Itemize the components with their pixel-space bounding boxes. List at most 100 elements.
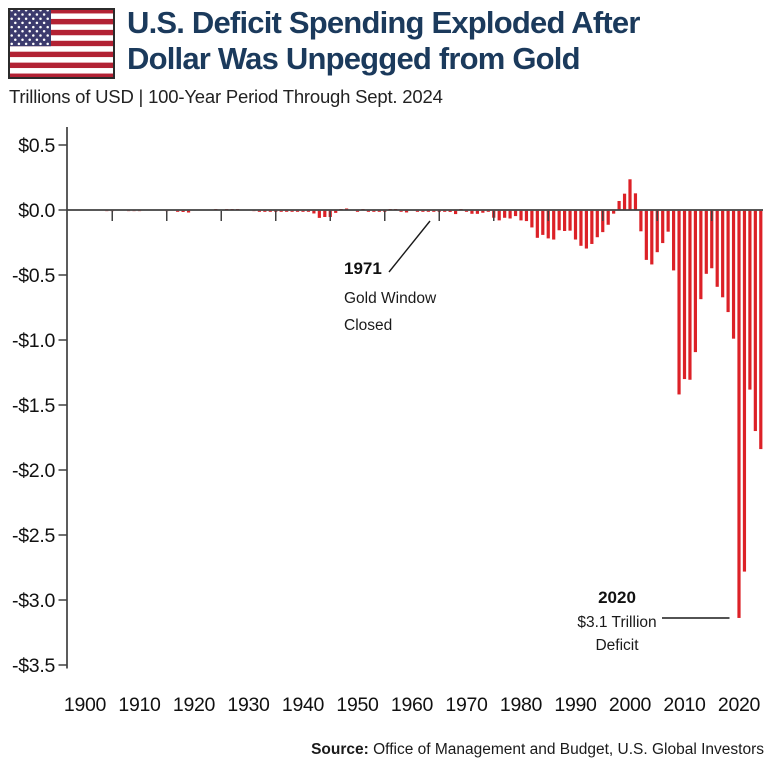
flag-stripe: [8, 51, 115, 58]
flag-star: [42, 13, 46, 16]
deficit-bar: [672, 210, 676, 271]
deficit-bar: [682, 210, 687, 380]
flag-star: [24, 25, 28, 29]
chart-title-line-2: Dollar Was Unpegged from Gold: [127, 41, 581, 76]
deficit-bar: [541, 210, 545, 235]
x-tick-label: 1900: [64, 694, 107, 716]
flag-star: [35, 13, 39, 16]
y-tick-label: -$1.0: [12, 330, 55, 352]
deficit-bar: [404, 210, 409, 213]
flag-stripe: [8, 57, 115, 63]
annotation-2020-deficit: 2020 $3.1 Trillion Deficit: [549, 587, 685, 657]
deficit-bar: [301, 210, 305, 212]
flag-star: [28, 21, 31, 25]
flag-star: [39, 34, 42, 37]
flag-star: [32, 17, 35, 20]
x-tick-label: 2020: [718, 694, 761, 716]
deficit-bar: [470, 210, 474, 214]
deficit-bar: [748, 210, 752, 390]
deficit-bar: [737, 210, 741, 618]
deficit-bar: [508, 210, 512, 219]
x-tick-label: 1910: [118, 694, 161, 716]
deficit-bar: [503, 210, 507, 218]
deficit-bar: [666, 210, 670, 232]
deficit-bar: [699, 210, 703, 300]
chart-title-line-1: U.S. Deficit Spending Exploded After: [127, 5, 640, 40]
deficit-bar: [710, 210, 714, 269]
deficit-bar: [584, 210, 588, 249]
deficit-bar: [323, 210, 327, 217]
y-tick-label: -$2.5: [12, 525, 55, 547]
deficit-bar: [639, 210, 643, 232]
deficit-bar: [573, 210, 578, 240]
flag-star: [10, 25, 13, 29]
deficit-bar: [513, 210, 518, 217]
deficit-bar: [497, 210, 501, 221]
y-tick-label: -$3.0: [12, 590, 55, 612]
x-tick-label: 1990: [554, 694, 597, 716]
deficit-bar: [306, 210, 311, 212]
flag-stripe: [8, 73, 115, 79]
deficit-bar: [579, 210, 583, 246]
flag-star: [14, 38, 17, 41]
deficit-bar: [622, 193, 627, 210]
deficit-bar: [655, 210, 659, 253]
flag-star: [24, 17, 28, 20]
flag-star: [32, 25, 35, 29]
flag-star: [17, 42, 21, 46]
flag-star: [21, 21, 24, 25]
deficit-bar: [661, 210, 665, 244]
flag-star: [28, 38, 31, 41]
flag-border: [8, 8, 115, 79]
flag-star: [10, 34, 13, 37]
flag-star: [35, 21, 39, 25]
deficit-bar: [481, 210, 485, 213]
flag-star: [17, 34, 21, 37]
deficit-bar: [601, 210, 605, 233]
deficit-bar: [464, 210, 469, 212]
flag-stripe: [8, 35, 115, 41]
deficit-bar: [612, 210, 616, 214]
deficit-bar: [530, 210, 534, 228]
deficit-bar: [268, 210, 272, 212]
flag-star: [32, 42, 35, 46]
deficit-bar: [415, 210, 420, 212]
annotation-1971-pointer-line: [388, 220, 431, 273]
annotation-1971-year: 1971: [344, 259, 382, 278]
flag-star: [46, 25, 49, 29]
annotation-2020-year: 2020: [598, 588, 636, 607]
deficit-bar: [486, 210, 490, 212]
flag-star: [39, 17, 42, 20]
deficit-bar: [295, 210, 300, 212]
deficit-bar: [644, 210, 648, 260]
flag-stripe: [8, 8, 115, 14]
deficit-bar: [693, 210, 697, 353]
annotation-1971-gold-window: 1971 Gold Window Closed: [344, 258, 436, 339]
y-tick-label: $0.5: [18, 135, 55, 157]
flag-star: [46, 42, 49, 46]
deficit-bar: [563, 210, 567, 231]
flag-star: [42, 21, 46, 25]
flag-star: [28, 30, 31, 33]
flag-stripe: [8, 24, 115, 30]
annotation-1971-text-line-2: Closed: [344, 317, 393, 334]
annotation-2020-text-line-1: $3.1 Trillion: [577, 614, 657, 631]
x-tick-label: 1920: [173, 694, 216, 716]
deficit-bar: [704, 210, 708, 274]
deficit-bar: [731, 210, 736, 339]
deficit-bar: [181, 210, 185, 212]
deficit-bar: [650, 210, 654, 265]
deficit-bar: [454, 210, 458, 215]
x-tick-label: 1950: [336, 694, 379, 716]
deficit-bar: [606, 210, 610, 225]
flag-star: [24, 42, 28, 46]
flag-star: [35, 30, 39, 33]
deficit-bar: [677, 210, 681, 395]
y-tick-label: -$3.5: [12, 655, 55, 677]
deficit-bar: [421, 210, 425, 212]
deficit-bar: [186, 210, 191, 213]
deficit-bar: [366, 210, 370, 212]
deficit-bar: [715, 210, 719, 287]
flag-star: [39, 25, 42, 29]
